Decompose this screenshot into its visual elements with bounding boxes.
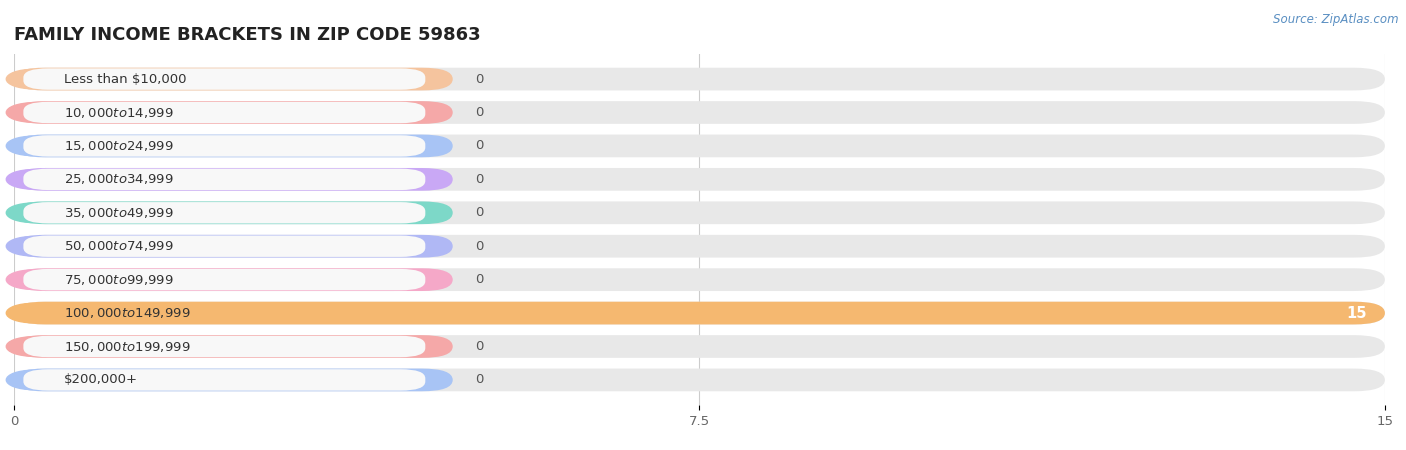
- FancyBboxPatch shape: [14, 135, 453, 157]
- Text: $15,000 to $24,999: $15,000 to $24,999: [63, 139, 173, 153]
- Text: Source: ZipAtlas.com: Source: ZipAtlas.com: [1274, 14, 1399, 27]
- Text: 0: 0: [475, 240, 484, 253]
- FancyBboxPatch shape: [14, 302, 1385, 324]
- FancyBboxPatch shape: [24, 235, 426, 257]
- Text: 0: 0: [475, 72, 484, 86]
- FancyBboxPatch shape: [14, 168, 426, 191]
- FancyBboxPatch shape: [24, 202, 426, 224]
- FancyBboxPatch shape: [14, 302, 426, 324]
- Circle shape: [6, 303, 59, 323]
- FancyBboxPatch shape: [24, 68, 426, 90]
- FancyBboxPatch shape: [14, 302, 1385, 324]
- Circle shape: [6, 370, 59, 390]
- FancyBboxPatch shape: [14, 268, 1385, 291]
- FancyBboxPatch shape: [14, 202, 426, 224]
- FancyBboxPatch shape: [14, 135, 426, 157]
- FancyBboxPatch shape: [14, 369, 1385, 392]
- FancyBboxPatch shape: [24, 102, 426, 123]
- FancyBboxPatch shape: [14, 168, 453, 191]
- Circle shape: [6, 136, 59, 156]
- Circle shape: [6, 237, 59, 256]
- FancyBboxPatch shape: [14, 101, 453, 124]
- Text: 0: 0: [475, 206, 484, 219]
- FancyBboxPatch shape: [14, 68, 426, 90]
- Text: $35,000 to $49,999: $35,000 to $49,999: [63, 206, 173, 220]
- Text: 0: 0: [475, 173, 484, 186]
- Text: $150,000 to $199,999: $150,000 to $199,999: [63, 339, 190, 354]
- Text: 15: 15: [1346, 306, 1367, 320]
- FancyBboxPatch shape: [14, 268, 453, 291]
- FancyBboxPatch shape: [24, 135, 426, 157]
- FancyBboxPatch shape: [24, 169, 426, 190]
- Circle shape: [6, 170, 59, 189]
- Circle shape: [6, 337, 59, 356]
- FancyBboxPatch shape: [14, 335, 453, 358]
- FancyBboxPatch shape: [14, 101, 1385, 124]
- Text: 0: 0: [475, 374, 484, 387]
- Text: 0: 0: [475, 140, 484, 153]
- Circle shape: [6, 69, 59, 89]
- FancyBboxPatch shape: [14, 202, 453, 224]
- FancyBboxPatch shape: [24, 336, 426, 357]
- Text: 0: 0: [475, 273, 484, 286]
- Text: $75,000 to $99,999: $75,000 to $99,999: [63, 273, 173, 287]
- FancyBboxPatch shape: [14, 335, 426, 358]
- Text: $25,000 to $34,999: $25,000 to $34,999: [63, 172, 173, 186]
- FancyBboxPatch shape: [14, 168, 1385, 191]
- Text: FAMILY INCOME BRACKETS IN ZIP CODE 59863: FAMILY INCOME BRACKETS IN ZIP CODE 59863: [14, 26, 481, 44]
- FancyBboxPatch shape: [24, 269, 426, 290]
- FancyBboxPatch shape: [14, 335, 1385, 358]
- FancyBboxPatch shape: [14, 235, 453, 257]
- Text: 0: 0: [475, 106, 484, 119]
- Text: $200,000+: $200,000+: [63, 374, 138, 387]
- Text: $50,000 to $74,999: $50,000 to $74,999: [63, 239, 173, 253]
- FancyBboxPatch shape: [14, 369, 453, 392]
- FancyBboxPatch shape: [24, 369, 426, 391]
- Circle shape: [6, 203, 59, 222]
- FancyBboxPatch shape: [14, 101, 426, 124]
- FancyBboxPatch shape: [14, 235, 426, 257]
- FancyBboxPatch shape: [14, 135, 1385, 157]
- Text: $100,000 to $149,999: $100,000 to $149,999: [63, 306, 190, 320]
- FancyBboxPatch shape: [14, 68, 1385, 90]
- Circle shape: [6, 270, 59, 289]
- Text: Less than $10,000: Less than $10,000: [63, 72, 186, 86]
- FancyBboxPatch shape: [14, 235, 1385, 257]
- Text: 0: 0: [475, 340, 484, 353]
- FancyBboxPatch shape: [14, 369, 426, 392]
- FancyBboxPatch shape: [14, 68, 453, 90]
- Text: $10,000 to $14,999: $10,000 to $14,999: [63, 105, 173, 120]
- FancyBboxPatch shape: [14, 268, 426, 291]
- FancyBboxPatch shape: [14, 202, 1385, 224]
- Circle shape: [6, 103, 59, 122]
